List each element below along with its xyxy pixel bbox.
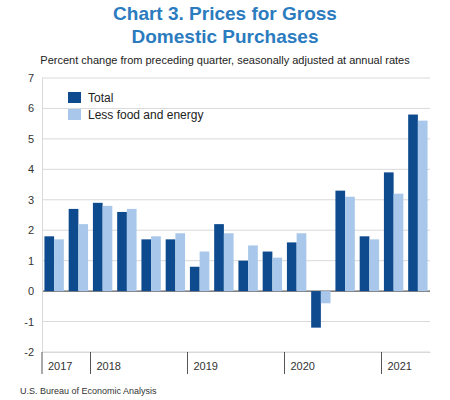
y-tick-label: 3 (28, 194, 34, 206)
grid (42, 78, 430, 352)
x-tick: 2019 (193, 352, 217, 372)
bar (335, 191, 345, 291)
bar (117, 212, 127, 291)
legend-item: Total (68, 91, 113, 105)
chart: Chart 3. Prices for GrossDomestic Purcha… (0, 0, 450, 400)
bar (214, 224, 224, 291)
y-tick: 3 (28, 194, 42, 206)
y-axis-line (42, 79, 43, 353)
y-axis: -2 -1 0 1 2 3 4 5 6 7 (24, 72, 42, 358)
x-tick: 2021 (387, 352, 411, 372)
bar (394, 194, 404, 291)
year-divider (42, 352, 43, 374)
bar (321, 291, 331, 303)
y-tick: 2 (28, 224, 42, 236)
y-tick: 1 (28, 255, 42, 267)
bar (127, 209, 137, 291)
series (54, 121, 427, 304)
bar (175, 233, 185, 291)
x-tick-label: 2017 (48, 360, 72, 372)
year-divider (187, 352, 188, 374)
bar (190, 267, 200, 291)
legend-item: Less food and energy (68, 108, 203, 122)
grid-line (42, 321, 430, 322)
bar (166, 239, 176, 291)
bar (287, 242, 297, 291)
bar (345, 197, 355, 291)
title-line: Domestic Purchases (132, 26, 319, 47)
y-tick-label: 4 (28, 163, 34, 175)
year-divider (90, 352, 91, 374)
y-tick: 5 (28, 133, 42, 145)
bar (44, 236, 54, 291)
x-tick: 2017 (48, 352, 72, 372)
y-tick: -2 (24, 346, 42, 358)
legend-swatch (68, 92, 81, 103)
x-tick: 2020 (290, 352, 314, 372)
source: U.S. Bureau of Economic Analysis (20, 386, 157, 396)
y-tick-label: 0 (28, 285, 34, 297)
y-tick: 4 (28, 163, 42, 175)
year-divider (284, 352, 285, 374)
y-tick-label: 6 (28, 102, 34, 114)
bar (369, 239, 379, 291)
bar (69, 209, 79, 291)
y-tick-label: 7 (28, 72, 34, 84)
grid-line (42, 138, 430, 139)
legend-swatch (68, 109, 81, 120)
legend: Total Less food and energy (68, 91, 203, 122)
year-divider (381, 352, 382, 374)
y-tick-label: -1 (24, 316, 34, 328)
y-tick-label: 5 (28, 133, 34, 145)
x-tick-label: 2020 (290, 360, 314, 372)
grid-line (42, 352, 430, 353)
bar (103, 206, 113, 291)
title-line: Chart 3. Prices for Gross (113, 3, 337, 24)
y-tick-label: 2 (28, 224, 34, 236)
y-tick: 0 (28, 285, 42, 297)
y-tick-label: -2 (24, 346, 34, 358)
title: Chart 3. Prices for GrossDomestic Purcha… (113, 3, 337, 47)
grid-line (42, 78, 430, 79)
x-axis-line (43, 352, 431, 353)
bar (248, 245, 258, 291)
bar (297, 233, 307, 291)
bar (224, 233, 234, 291)
x-tick-label: 2019 (193, 360, 217, 372)
bar (54, 239, 64, 291)
legend-label: Less food and energy (88, 108, 203, 122)
bar (384, 172, 394, 291)
bar (200, 252, 210, 292)
bar (272, 258, 282, 291)
grid-line (42, 169, 430, 170)
y-tick: 7 (28, 72, 42, 84)
bar (408, 115, 418, 292)
x-tick-label: 2021 (387, 360, 411, 372)
year-dividers (42, 352, 382, 374)
x-axis: 2017 2018 2019 2020 2021 (43, 352, 431, 372)
x-tick-label: 2018 (96, 360, 120, 372)
bar (360, 236, 370, 291)
subtitle: Percent change from preceding quarter, s… (40, 54, 410, 66)
bar (238, 261, 248, 291)
bar (311, 291, 321, 328)
bar (418, 121, 428, 291)
bar (78, 224, 88, 291)
bars (44, 115, 427, 328)
x-tick: 2018 (96, 352, 120, 372)
series (44, 115, 417, 328)
plot: -2 -1 0 1 2 3 4 5 6 7 2017 2018 2019 2020 2021 Total Les… (24, 72, 430, 374)
bar (93, 203, 103, 291)
y-tick: 6 (28, 102, 42, 114)
bar (141, 239, 151, 291)
y-tick: -1 (24, 316, 42, 328)
bar (263, 252, 273, 292)
legend-label: Total (88, 91, 113, 105)
grid-line (42, 199, 430, 200)
bar (151, 236, 161, 291)
y-tick-label: 1 (28, 255, 34, 267)
